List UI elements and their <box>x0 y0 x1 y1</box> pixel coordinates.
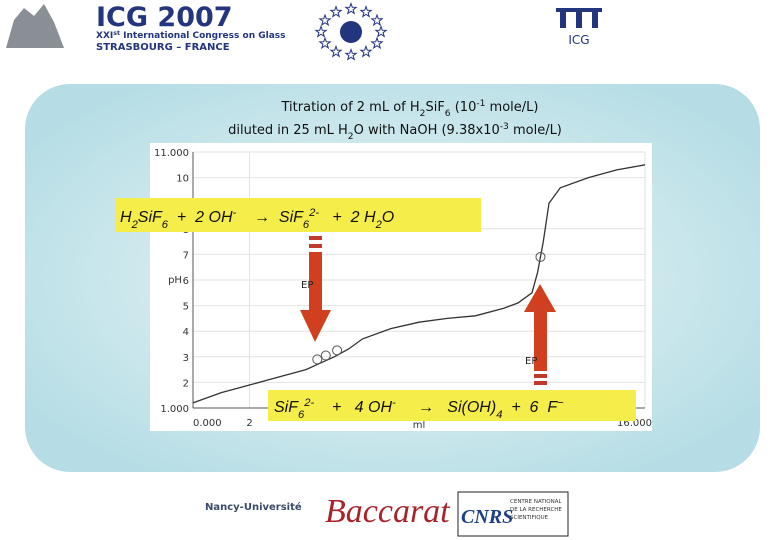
cnrs-name: DE LA RECHERCHE <box>510 507 562 513</box>
text-run: (10 <box>451 100 477 115</box>
text-run: 4 <box>496 409 502 421</box>
text-run: → Si(OH) <box>396 399 496 416</box>
star <box>329 44 343 58</box>
text-run: mole/L) <box>485 100 538 115</box>
text-run: st <box>113 30 120 37</box>
brand: Baccarat <box>325 493 451 530</box>
data-line <box>192 164 646 404</box>
reaction-box <box>268 390 636 421</box>
arrow-down <box>300 236 331 342</box>
star <box>318 13 332 27</box>
text-run: SiF <box>274 399 299 416</box>
y-tick-label: 11.000 <box>154 148 189 159</box>
text-run: 2 <box>131 219 139 231</box>
text-run: H <box>120 209 132 226</box>
star <box>318 36 332 50</box>
y-tick-label: 3 <box>183 353 189 364</box>
text-run: − <box>557 397 564 409</box>
annotation: EP <box>525 356 537 367</box>
arrow-up <box>524 284 556 385</box>
y-tick-label: 2 <box>183 378 189 389</box>
globe <box>340 21 362 43</box>
text-run: diluted in 25 mL H <box>228 123 348 138</box>
y-tick-label: 7 <box>183 250 189 261</box>
y-tick-label: 10 <box>176 174 189 185</box>
event-name: ICG 2007 <box>96 2 233 33</box>
reaction-box <box>115 198 481 232</box>
y-tick-label: 1.000 <box>160 404 189 415</box>
text-run: + 6 F <box>502 399 558 416</box>
star <box>370 13 384 27</box>
y-tick-label: 4 <box>183 327 189 338</box>
text-run: -1 <box>476 99 485 109</box>
place: STRASBOURG – FRANCE <box>96 42 230 53</box>
y-axis-label: pH <box>168 275 182 286</box>
x-tick-label: 2 <box>246 418 252 429</box>
text-run: + 4 OH <box>314 399 392 416</box>
icg-logo: ICG <box>556 8 602 47</box>
text-run: 2 <box>420 109 426 119</box>
star <box>359 5 373 18</box>
text-run: XXI <box>96 31 113 41</box>
text-run: 2- <box>303 397 314 409</box>
text-run: O with NaOH (9.38x10 <box>354 123 500 138</box>
text-run: 2 <box>348 132 354 142</box>
marker <box>535 251 546 262</box>
text-run: 6 <box>445 109 451 119</box>
star <box>359 44 373 58</box>
text-run: + 2 H <box>319 209 376 226</box>
logo-text: ICG <box>568 33 589 47</box>
star <box>329 5 343 18</box>
eu-logo <box>312 1 390 61</box>
text-run: mole/L) <box>509 123 562 138</box>
text-run: SiF <box>138 209 163 226</box>
text-run: + 2 OH <box>168 209 233 226</box>
star <box>314 24 328 38</box>
text-run: -3 <box>500 122 509 132</box>
header: ICG 2007 XXIst International Congress on… <box>6 1 602 61</box>
text-run: 6 <box>298 409 305 421</box>
star <box>370 36 384 50</box>
x-tick-label: 0.000 <box>193 418 222 429</box>
star <box>374 24 388 38</box>
university: Nancy-Université <box>205 501 302 513</box>
text-run: International Congress on Glass <box>120 31 286 41</box>
annotation: EP <box>301 280 313 291</box>
x-tick-label: 16.000 <box>617 418 652 429</box>
text-run: Titration of 2 mL of H <box>281 100 420 115</box>
star <box>344 1 358 15</box>
title-line: diluted in 25 mL H2O with NaOH (9.38x10-… <box>228 122 562 142</box>
reaction: SiF62- + 4 OH- → Si(OH)4 + 6 F− <box>274 397 564 421</box>
text-run: → SiF <box>236 209 304 226</box>
y-tick-label: 6 <box>183 276 189 287</box>
text-run: 6 <box>303 219 310 231</box>
text-run: 2 <box>375 219 383 231</box>
marker <box>332 345 343 356</box>
text-run: 2- <box>308 207 319 219</box>
text-run: - <box>392 397 396 409</box>
cnrs-logo <box>457 491 569 537</box>
marker <box>312 354 323 365</box>
reaction: H2SiF6 + 2 OH- → SiF62- + 2 H2O <box>120 207 394 231</box>
x-axis-label: ml <box>413 420 426 431</box>
congress: XXIst International Congress on Glass <box>96 30 286 42</box>
cnrs-name: SCIENTIFIQUE <box>510 515 549 521</box>
logo-mountain <box>6 4 64 48</box>
title-line: Titration of 2 mL of H2SiF6 (10-1 mole/L… <box>281 99 539 119</box>
y-tick-label: 5 <box>183 302 189 313</box>
text-run: - <box>233 207 237 219</box>
text-run: O <box>382 209 394 226</box>
chart-area <box>150 143 652 431</box>
star <box>344 47 358 61</box>
text-run: SiF <box>425 100 444 115</box>
text-run: 6 <box>162 219 169 231</box>
cnrs: CNRS <box>461 506 513 528</box>
footer: Nancy-Université Baccarat CNRS CENTRE NA… <box>205 491 569 537</box>
marker <box>320 350 331 361</box>
cnrs-name: CENTRE NATIONAL <box>510 499 562 505</box>
